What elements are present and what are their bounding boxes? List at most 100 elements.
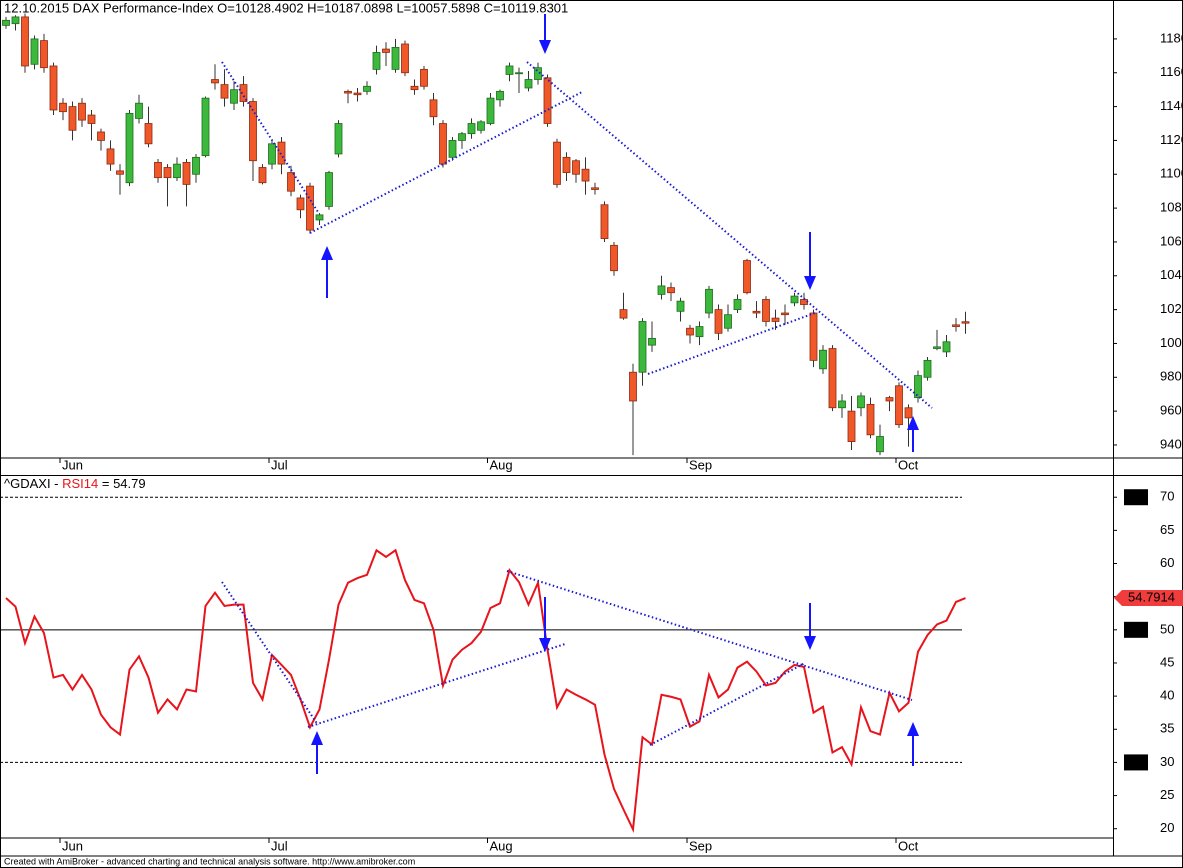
- x-tick-label: Oct: [898, 457, 919, 472]
- arrow-head: [907, 722, 919, 736]
- x-tick-label: Sep: [689, 457, 712, 472]
- last-value-badge: [1114, 590, 1183, 607]
- annotations: [221, 14, 933, 774]
- candle-body: [695, 326, 704, 338]
- candle-body: [410, 85, 419, 91]
- candle-body: [667, 287, 675, 294]
- candle-body: [866, 403, 875, 436]
- candle-body: [838, 400, 846, 409]
- candle-body: [771, 317, 780, 322]
- candle-body: [344, 90, 352, 94]
- y-tick-label: 45: [1160, 654, 1174, 669]
- candle-body: [876, 436, 884, 453]
- y-tick-label: 11200: [1160, 132, 1183, 147]
- candle-body: [306, 185, 314, 231]
- candle-body: [600, 204, 609, 239]
- trend-line: [307, 643, 566, 728]
- candle-body: [458, 133, 466, 141]
- candle-body: [334, 123, 343, 155]
- level-label: 30: [1129, 754, 1143, 769]
- rsi-line: [5, 548, 966, 834]
- candle-body: [258, 167, 267, 184]
- y-tick-label: 50: [1160, 621, 1174, 636]
- arrow-head: [321, 246, 333, 260]
- candle-body: [78, 102, 86, 121]
- level-badge: [1124, 489, 1148, 506]
- candle-body: [68, 106, 77, 131]
- arrow-head: [539, 40, 551, 54]
- y-tick-label: 9400: [1160, 436, 1183, 451]
- level-label: 70: [1129, 489, 1143, 504]
- candle-body: [420, 68, 428, 87]
- y-tick-label: 10600: [1160, 233, 1183, 248]
- candle-body: [97, 131, 105, 141]
- candle-body: [543, 77, 552, 124]
- candle-body: [87, 114, 96, 124]
- y-tick-label: 10200: [1160, 301, 1183, 316]
- candle-body: [752, 310, 761, 314]
- candle-body: [249, 101, 257, 162]
- candle-body: [562, 156, 571, 173]
- y-tick-label: 40: [1160, 688, 1174, 703]
- candle-body: [638, 321, 647, 373]
- candle-body: [743, 260, 751, 294]
- candle-body: [847, 410, 856, 442]
- y-tick-label: 10400: [1160, 267, 1183, 282]
- y-tick-label: 11800: [1160, 30, 1183, 45]
- candle-body: [809, 312, 818, 361]
- candle-body: [325, 172, 333, 207]
- y-tick-label: 10000: [1160, 335, 1183, 350]
- candle-body: [942, 341, 951, 353]
- y-tick-label: 11000: [1160, 166, 1183, 181]
- candle-body: [923, 359, 932, 378]
- arrow-head: [804, 636, 816, 650]
- x-tick-label: Jun: [62, 838, 83, 853]
- candle-body: [11, 16, 20, 25]
- y-tick-label: 25: [1160, 787, 1174, 802]
- y-tick-label: 35: [1160, 721, 1174, 736]
- candle-body: [486, 97, 495, 124]
- candle-body: [857, 395, 865, 409]
- candle-body: [676, 300, 685, 312]
- candle-body: [686, 327, 694, 336]
- candle-body: [828, 348, 837, 409]
- candle-body: [182, 162, 191, 185]
- candle-body: [2, 19, 10, 26]
- trend-line: [526, 61, 933, 409]
- candle-body: [30, 38, 39, 65]
- candle-body: [467, 123, 476, 135]
- x-tick-label: Aug: [490, 838, 513, 853]
- candle-body: [192, 156, 200, 175]
- arrow-head: [907, 416, 919, 430]
- candle-body: [448, 140, 457, 158]
- candle-body: [657, 285, 666, 295]
- candle-body: [790, 295, 799, 304]
- candle-body: [144, 123, 153, 145]
- last-value-label: 54.7914: [1128, 589, 1175, 604]
- candle-body: [59, 102, 67, 113]
- y-tick-label: 11600: [1160, 64, 1183, 79]
- candle-body: [505, 65, 514, 75]
- candle-body: [268, 143, 276, 165]
- candle-body: [40, 40, 48, 69]
- y-tick-label: 9600: [1160, 403, 1183, 418]
- candle-body: [496, 90, 504, 101]
- y-tick-label: 10800: [1160, 200, 1183, 215]
- x-tick-label: Jul: [271, 457, 288, 472]
- candle-body: [211, 79, 219, 84]
- trend-line: [649, 662, 806, 746]
- candle-body: [914, 375, 922, 398]
- rsi-panel: 2025303540455055606570JunJulAugSepOct705…: [0, 489, 1183, 853]
- candle-body: [705, 288, 713, 314]
- x-tick-label: Aug: [490, 457, 513, 472]
- candle-body: [401, 43, 409, 74]
- candle-body: [534, 67, 542, 80]
- footer: Created with AmiBroker - advanced charti…: [4, 856, 415, 866]
- candle-body: [106, 148, 115, 165]
- candle-body: [819, 349, 827, 370]
- candle-body: [201, 97, 210, 157]
- candle-body: [372, 52, 381, 70]
- trend-line: [309, 91, 583, 234]
